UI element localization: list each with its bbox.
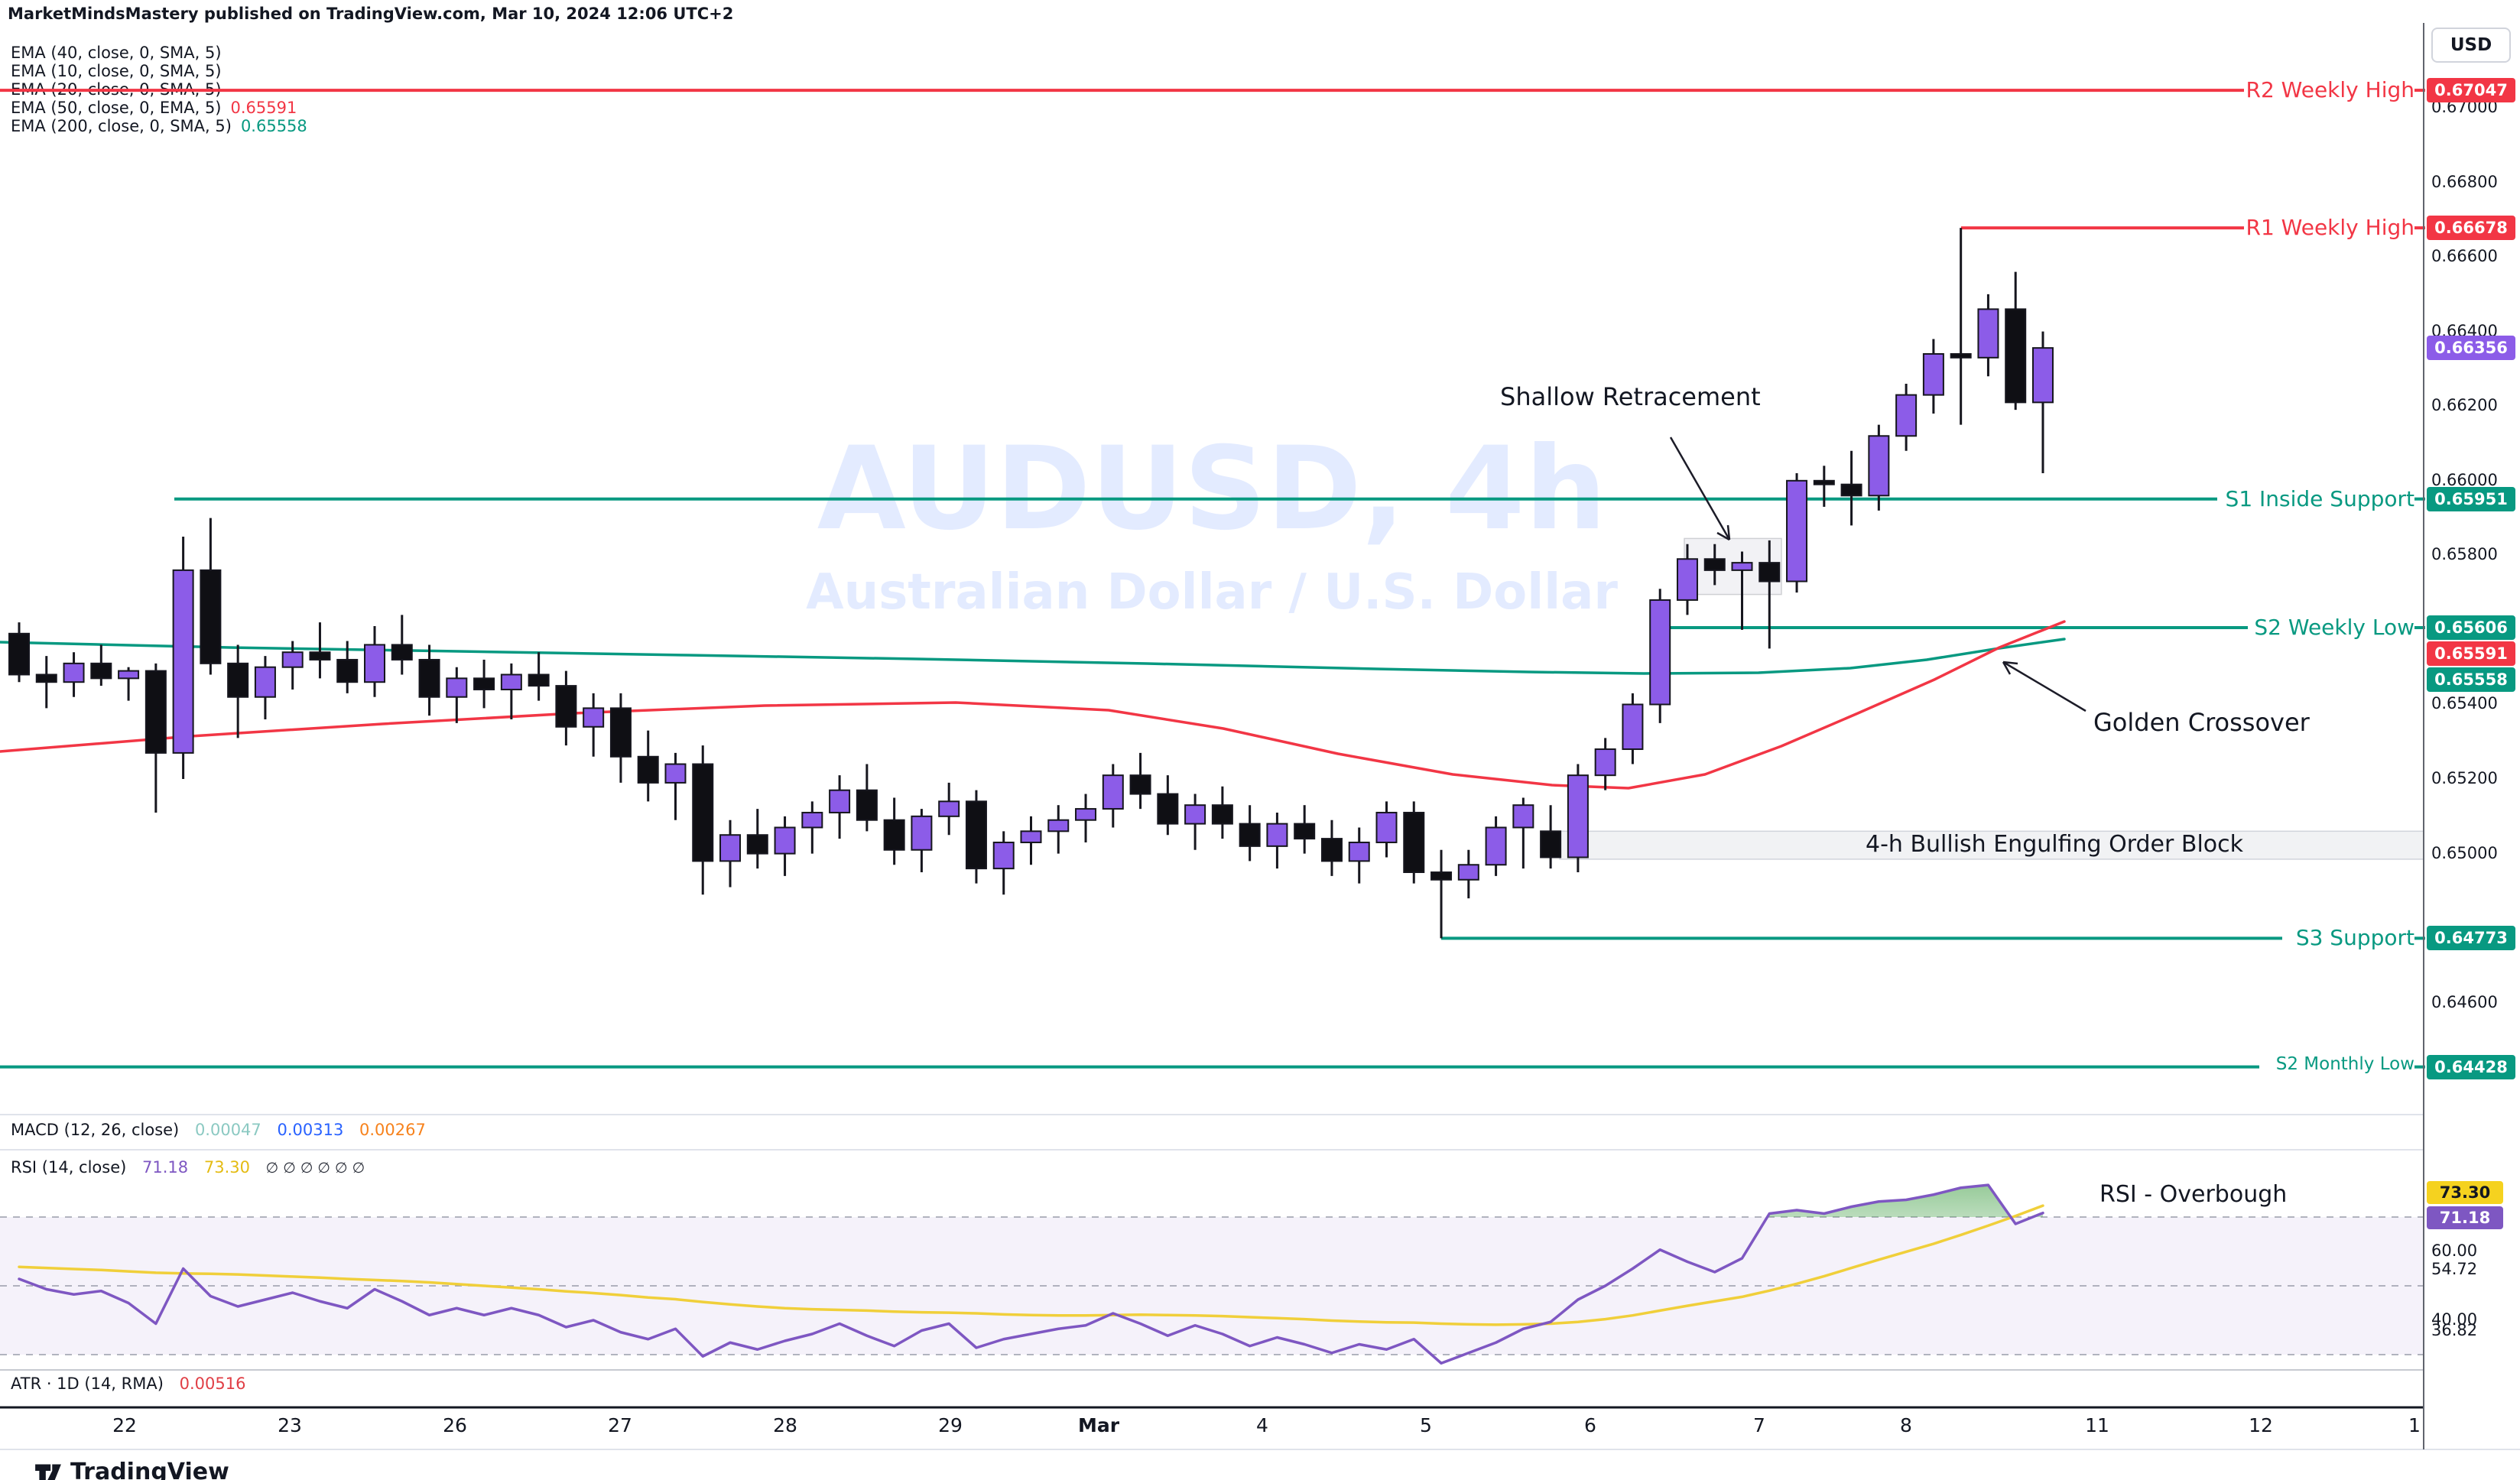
legend-label: EMA (40, close, 0, SMA, 5) — [11, 44, 222, 62]
time-axis-label: 26 — [443, 1414, 467, 1436]
attribution-text: MarketMindsMastery published on TradingV… — [8, 5, 734, 23]
price-axis-badge: 0.64773 — [2427, 926, 2515, 951]
rsi-axis-tick: 54.72 — [2431, 1259, 2478, 1278]
level-label-s1: S1 Inside Support — [2225, 485, 2414, 511]
atr-legend-row[interactable]: ATR · 1D (14, RMA) 0.00516 — [11, 1375, 256, 1393]
rsi-axis-badge: 73.30 — [2427, 1181, 2503, 1204]
indicator-legend: EMA (40, close, 0, SMA, 5) EMA (10, clos… — [11, 44, 307, 135]
price-axis-tick: 0.65400 — [2431, 694, 2498, 713]
time-axis-label: 22 — [112, 1414, 137, 1436]
time-axis-label: 28 — [773, 1414, 797, 1436]
level-label-r1: R1 Weekly High — [2246, 215, 2415, 241]
macd-legend-row[interactable]: MACD (12, 26, close) 0.00047 0.00313 0.0… — [11, 1121, 437, 1139]
legend-row-ema20[interactable]: EMA (20, close, 0, SMA, 5) — [11, 80, 307, 99]
macd-value-macd: 0.00313 — [277, 1121, 344, 1139]
time-axis-label: 4 — [1256, 1414, 1268, 1436]
symbol-watermark: AUDUSD, 4h Australian Dollar / U.S. Doll… — [0, 428, 2424, 635]
price-axis-tick: 0.65200 — [2431, 769, 2498, 788]
order-block-label[interactable]: 4-h Bullish Engulfing Order Block — [1865, 831, 2244, 858]
legend-label: EMA (10, close, 0, SMA, 5) — [11, 62, 222, 80]
rsi-axis-tick: 36.82 — [2431, 1321, 2478, 1340]
watermark-title: AUDUSD, 4h — [817, 423, 1607, 556]
time-axis-label: 11 — [2085, 1414, 2109, 1436]
time-axis-label: 6 — [1584, 1414, 1596, 1436]
level-label-r2: R2 Weekly High — [2246, 77, 2415, 103]
legend-label: EMA (20, close, 0, SMA, 5) — [11, 80, 222, 99]
tradingview-logo-text: TradingView — [70, 1458, 229, 1480]
price-axis-badge: 0.65591 — [2427, 641, 2515, 666]
price-axis-badge: 0.65558 — [2427, 667, 2515, 692]
price-axis-tick: 0.66200 — [2431, 396, 2498, 415]
atr-value: 0.00516 — [179, 1375, 246, 1393]
price-axis-tick: 0.65000 — [2431, 843, 2498, 862]
legend-value: 0.65558 — [240, 117, 307, 135]
price-axis-tick: 0.66000 — [2431, 470, 2498, 489]
rsi-legend-row[interactable]: RSI (14, close) 71.18 73.30 ∅ ∅ ∅ ∅ ∅ ∅ — [11, 1158, 375, 1177]
price-axis-tick: 0.66600 — [2431, 247, 2498, 266]
level-label-s2m: S2 Monthly Low — [2275, 1053, 2414, 1074]
macd-label: MACD (12, 26, close) — [11, 1121, 180, 1139]
rsi-overbought-label[interactable]: RSI - Overbough — [2099, 1181, 2288, 1208]
tradingview-logo[interactable]: TradingView — [34, 1457, 229, 1480]
currency-toggle-button[interactable]: USD — [2431, 28, 2511, 63]
price-axis-badge: 0.64428 — [2427, 1054, 2515, 1079]
price-axis-badge: 0.65951 — [2427, 486, 2515, 511]
time-axis-label: 8 — [1900, 1414, 1912, 1436]
price-axis-badge: 0.67047 — [2427, 78, 2515, 103]
time-axis-label: 1 — [2408, 1414, 2421, 1436]
rsi-axis-tick: 40.00 — [2431, 1310, 2478, 1329]
legend-value: 0.65591 — [230, 99, 297, 117]
shallow-retracement-label[interactable]: Shallow Retracement — [1500, 382, 1761, 411]
watermark-subtitle: Australian Dollar / U.S. Dollar — [806, 564, 1618, 621]
rsi-axis-badge: 71.18 — [2427, 1206, 2503, 1229]
legend-row-ema200[interactable]: EMA (200, close, 0, SMA, 5) 0.65558 — [11, 117, 307, 135]
time-axis-label: 5 — [1420, 1414, 1432, 1436]
price-axis-tick: 0.65800 — [2431, 545, 2498, 564]
legend-row-ema40[interactable]: EMA (40, close, 0, SMA, 5) — [11, 44, 307, 62]
rsi-label: RSI (14, close) — [11, 1158, 127, 1177]
time-axis-label: 12 — [2249, 1414, 2273, 1436]
price-axis-badge: 0.66678 — [2427, 216, 2515, 241]
macd-value-signal: 0.00267 — [359, 1121, 426, 1139]
legend-label: EMA (200, close, 0, SMA, 5) — [11, 117, 232, 135]
time-axis-label: 29 — [938, 1414, 963, 1436]
rsi-value: 71.18 — [142, 1158, 189, 1177]
price-axis-tick: 0.66800 — [2431, 172, 2498, 191]
price-axis-tick: 0.64600 — [2431, 992, 2498, 1011]
price-axis-badge: 0.66356 — [2427, 336, 2515, 361]
tradingview-logo-icon — [35, 1464, 61, 1480]
legend-row-ema10[interactable]: EMA (10, close, 0, SMA, 5) — [11, 62, 307, 80]
price-axis-badge: 0.65606 — [2427, 615, 2515, 640]
time-axis-label: 27 — [608, 1414, 632, 1436]
macd-value-hist: 0.00047 — [194, 1121, 261, 1139]
legend-label: EMA (50, close, 0, EMA, 5) — [11, 99, 222, 117]
time-axis-label: 23 — [278, 1414, 302, 1436]
rsi-ma-value: 73.30 — [203, 1158, 250, 1177]
legend-row-ema50[interactable]: EMA (50, close, 0, EMA, 5) 0.65591 — [11, 99, 307, 117]
time-axis-label: 7 — [1753, 1414, 1765, 1436]
rsi-axis-tick: 60.00 — [2431, 1241, 2478, 1260]
level-label-s3: S3 Support — [2295, 925, 2414, 951]
golden-crossover-label[interactable]: Golden Crossover — [2093, 708, 2310, 737]
time-axis-label: Mar — [1077, 1414, 1120, 1436]
rsi-hidden-values: ∅ ∅ ∅ ∅ ∅ ∅ — [265, 1160, 365, 1177]
level-label-s2w: S2 Weekly Low — [2254, 615, 2414, 640]
atr-label: ATR · 1D (14, RMA) — [11, 1375, 164, 1393]
